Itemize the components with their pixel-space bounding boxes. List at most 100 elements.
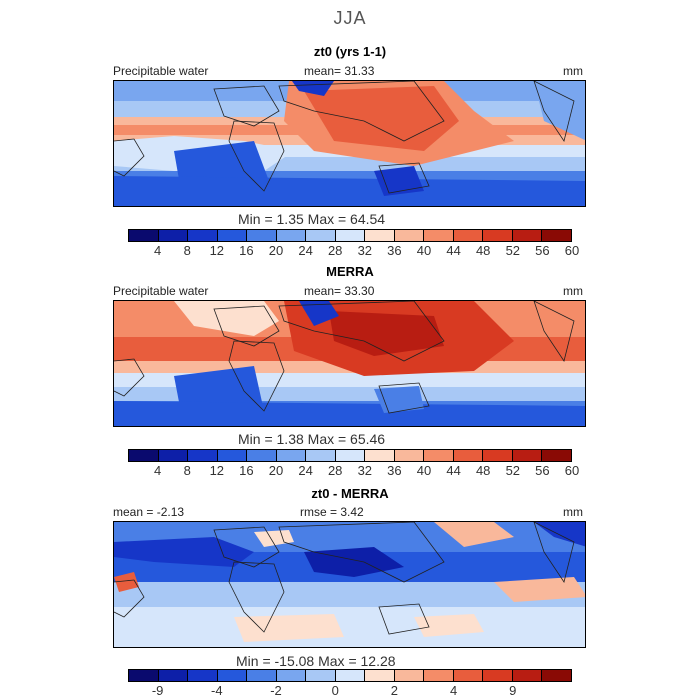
colorbar-tick-label: 60	[564, 243, 580, 258]
panel-2-colorbar	[128, 449, 572, 462]
figure-title: JJA	[333, 8, 367, 28]
colorbar-swatch	[365, 450, 395, 461]
panel-1-subtitle: zt0 (yrs 1-1)	[313, 44, 387, 59]
colorbar-swatch	[512, 670, 543, 681]
panel-2-minmax: Min = 1.38 Max = 65.46	[238, 431, 386, 447]
panel-2-units-label: mm	[563, 284, 583, 298]
colorbar-swatch	[483, 230, 513, 241]
colorbar-swatch	[542, 230, 571, 241]
colorbar-tick-label: 4	[153, 463, 162, 478]
panel-3-colorbar	[128, 669, 572, 682]
panel-2-map-field	[114, 301, 585, 426]
colorbar-swatch	[247, 230, 277, 241]
colorbar-swatch	[306, 230, 336, 241]
colorbar-tick-label: 4	[449, 683, 458, 698]
colorbar-swatch	[453, 230, 484, 241]
colorbar-tick-label: 44	[446, 463, 461, 478]
panel-1-colorbar-ticks: 4 8 12 16 20 24 28 32 36 40 44 48 52 56 60	[128, 243, 579, 259]
colorbar-swatch	[158, 670, 189, 681]
panel-3-map	[113, 521, 586, 648]
colorbar-swatch	[217, 230, 248, 241]
colorbar-swatch	[394, 230, 425, 241]
panel-1-mean-label: mean= 31.33	[304, 64, 375, 78]
colorbar-tick-label: 52	[505, 243, 521, 258]
colorbar-swatch	[365, 230, 395, 241]
panel-3-mean-label: mean = -2.13	[113, 505, 185, 519]
colorbar-swatch	[306, 450, 336, 461]
colorbar-tick-label: 0	[331, 683, 339, 698]
colorbar-tick-label: 60	[564, 463, 580, 478]
colorbar-tick-label: 36	[387, 243, 402, 258]
colorbar-swatch	[276, 450, 307, 461]
colorbar-tick-label: 32	[357, 243, 373, 258]
colorbar-swatch	[542, 670, 571, 681]
colorbar-swatch	[247, 450, 277, 461]
colorbar-tick-label: 2	[390, 683, 399, 698]
colorbar-swatch	[129, 230, 159, 241]
colorbar-tick-label: 16	[239, 243, 254, 258]
colorbar-swatch	[483, 670, 513, 681]
panel-2-colorbar-ticks: 4 8 12 16 20 24 28 32 36 40 44 48 52 56 60	[128, 463, 579, 479]
colorbar-swatch	[158, 450, 189, 461]
colorbar-swatch	[188, 230, 218, 241]
colorbar-tick-label: 52	[505, 463, 521, 478]
colorbar-swatch	[394, 670, 425, 681]
colorbar-tick-label: 28	[327, 243, 343, 258]
panel-2-mean-label: mean= 33.30	[304, 284, 375, 298]
colorbar-tick-label: 56	[535, 463, 550, 478]
colorbar-swatch	[129, 450, 159, 461]
colorbar-tick-label: -9	[151, 683, 164, 698]
panel-1-units-label: mm	[563, 64, 583, 78]
colorbar-tick-label: 32	[357, 463, 373, 478]
colorbar-swatch	[365, 670, 395, 681]
colorbar-tick-label: 24	[298, 243, 313, 258]
colorbar-swatch	[542, 450, 571, 461]
colorbar-tick-label: 16	[239, 463, 254, 478]
colorbar-tick-label: 12	[209, 463, 225, 478]
colorbar-swatch	[247, 670, 277, 681]
panel-1-minmax: Min = 1.35 Max = 64.54	[238, 211, 386, 227]
colorbar-tick-label: 40	[416, 243, 432, 258]
panel-1-map-field	[114, 81, 585, 206]
colorbar-swatch	[306, 670, 336, 681]
colorbar-swatch	[424, 230, 454, 241]
colorbar-swatch	[424, 670, 454, 681]
panel-3-colorbar-ticks: -9 -4 -2 0 2 4 9	[128, 683, 572, 699]
colorbar-swatch	[335, 670, 366, 681]
colorbar-tick-label: 12	[209, 243, 225, 258]
panel-2-subtitle: MERRA	[326, 264, 374, 279]
colorbar-tick-label: 4	[153, 243, 162, 258]
colorbar-tick-label: -2	[270, 683, 282, 698]
colorbar-tick-label: 20	[268, 243, 284, 258]
panel-3-rmse-label: rmse = 3.42	[300, 505, 364, 519]
colorbar-swatch	[158, 230, 189, 241]
colorbar-tick-label: 48	[475, 463, 491, 478]
colorbar-swatch	[335, 450, 366, 461]
colorbar-tick-label: 56	[535, 243, 550, 258]
colorbar-swatch	[129, 670, 159, 681]
colorbar-tick-label: 24	[298, 463, 313, 478]
colorbar-tick-label: 28	[327, 463, 343, 478]
colorbar-swatch	[335, 230, 366, 241]
colorbar-swatch	[217, 670, 248, 681]
panel-3-subtitle: zt0 - MERRA	[311, 486, 389, 501]
colorbar-swatch	[276, 230, 307, 241]
colorbar-swatch	[188, 670, 218, 681]
colorbar-swatch	[188, 450, 218, 461]
panel-1-colorbar	[128, 229, 572, 242]
colorbar-swatch	[453, 450, 484, 461]
colorbar-tick-label: 20	[268, 463, 284, 478]
colorbar-tick-label: 40	[416, 463, 432, 478]
colorbar-tick-label: 8	[183, 463, 191, 478]
colorbar-swatch	[394, 450, 425, 461]
panel-2-map	[113, 300, 586, 427]
colorbar-swatch	[512, 450, 543, 461]
panel-3-units-label: mm	[563, 505, 583, 519]
panel-1-map	[113, 80, 586, 207]
panel-3-minmax: Min = -15.08 Max = 12.28	[236, 653, 396, 669]
colorbar-tick-label: -4	[211, 683, 223, 698]
colorbar-swatch	[217, 450, 248, 461]
panel-3-map-field	[114, 522, 585, 647]
colorbar-tick-label: 44	[446, 243, 461, 258]
colorbar-tick-label: 9	[509, 683, 517, 698]
